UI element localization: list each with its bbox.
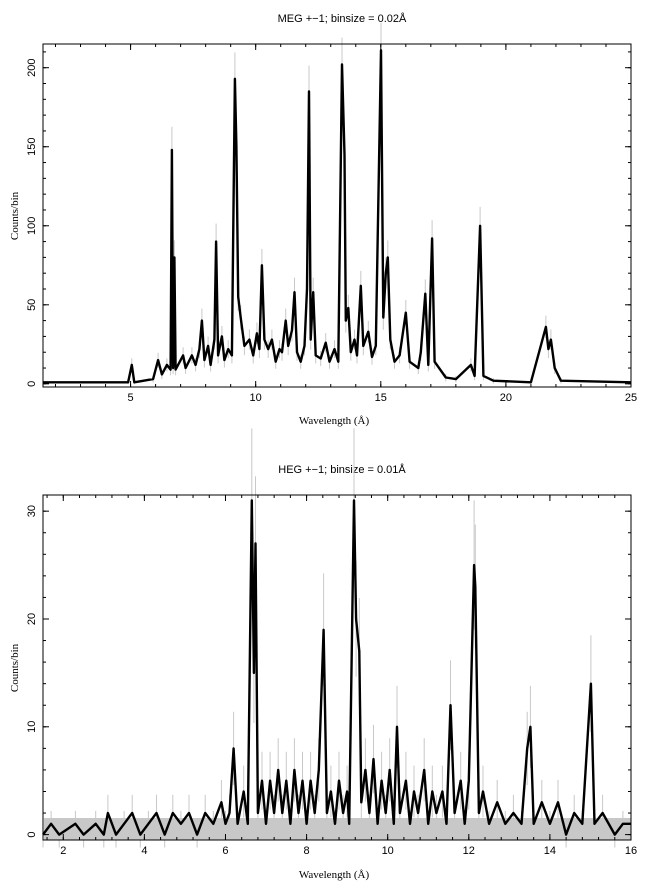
y-tick-label: 50 [26, 299, 38, 311]
heg-title: HEG +−1; binsize = 0.01Å [278, 463, 406, 476]
y-tick-label: 0 [26, 381, 38, 387]
x-tick-label: 5 [128, 392, 134, 404]
heg-panel: HEG +−1; binsize = 0.01Å 2 4 6 8 10 12 14 16 0 10… [9, 428, 637, 881]
x-tick-label: 2 [60, 845, 66, 857]
heg-error-bars [42, 428, 632, 848]
x-tick-label: 16 [625, 845, 637, 857]
meg-x-axis-label: Wavelength (Å) [299, 415, 370, 427]
heg-y-axis-label: Counts/bin [9, 643, 21, 692]
x-tick-label: 14 [544, 845, 556, 857]
y-tick-label: 200 [26, 59, 38, 77]
y-tick-label: 10 [26, 721, 38, 733]
x-tick-label: 10 [382, 845, 394, 857]
x-tick-label: 15 [375, 392, 387, 404]
heg-plot-frame [42, 494, 632, 841]
x-tick-label: 25 [625, 392, 637, 404]
x-tick-label: 8 [304, 845, 310, 857]
heg-spectrum-line [42, 499, 631, 836]
x-tick-label: 4 [141, 845, 147, 857]
heg-x-axis-label: Wavelength (Å) [299, 869, 370, 881]
x-tick-label: 6 [222, 845, 228, 857]
meg-title: MEG +−1; binsize = 0.02Å [278, 12, 407, 25]
y-tick-label: 20 [26, 613, 38, 625]
meg-error-bars [42, 22, 632, 385]
y-tick-label: 100 [26, 217, 38, 235]
x-tick-label: 10 [250, 392, 262, 404]
x-tick-label: 20 [500, 392, 512, 404]
y-tick-label: 0 [26, 832, 38, 838]
x-tick-label: 12 [463, 845, 475, 857]
meg-y-axis-label: Counts/bin [9, 191, 21, 240]
y-tick-label: 30 [26, 505, 38, 517]
y-tick-label: 150 [26, 138, 38, 156]
heg-axis-ticks: 2 4 6 8 10 12 14 16 0 10 20 30 [26, 495, 637, 857]
meg-axis-ticks: 5 10 15 20 25 0 50 100 150 200 [26, 44, 637, 404]
heg-low-count-error-band [44, 818, 631, 840]
meg-plot-frame [42, 43, 632, 388]
meg-panel: MEG +−1; binsize = 0.02Å 5 10 15 20 25 0 50 100… [9, 12, 637, 427]
meg-spectrum-line [43, 49, 632, 384]
